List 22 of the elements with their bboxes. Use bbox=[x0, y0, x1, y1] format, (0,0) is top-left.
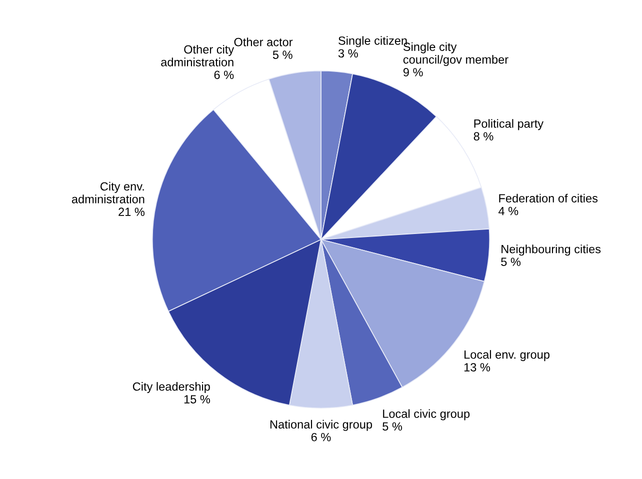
data-label: 6 % bbox=[214, 70, 234, 80]
data-label: 5 % bbox=[272, 50, 292, 59]
slice-label: Local env. group bbox=[464, 350, 550, 362]
slice-label: Political party bbox=[474, 119, 544, 130]
slice-label: Other city administration bbox=[161, 44, 234, 66]
slice-label: Other actor bbox=[234, 38, 293, 46]
data-label: 15 % bbox=[184, 395, 210, 404]
data-label: 9 % bbox=[403, 68, 423, 76]
data-label: 8 % bbox=[474, 132, 494, 140]
slice-label: Federation of cities bbox=[499, 194, 598, 203]
data-label: 5 % bbox=[501, 258, 521, 266]
data-label: 5 % bbox=[382, 422, 402, 431]
data-label: 6 % bbox=[311, 432, 331, 442]
slice-label: City env. administration bbox=[72, 182, 144, 204]
data-label: 4 % bbox=[498, 206, 518, 216]
slice-label: City leadership bbox=[132, 382, 210, 394]
slice-label: Neighbouring cities bbox=[502, 244, 601, 256]
data-label: 13 % bbox=[464, 363, 490, 372]
data-label: 21 % bbox=[118, 208, 145, 216]
slice-label: National civic group bbox=[270, 420, 372, 431]
slice-label: Local civic group bbox=[383, 409, 470, 420]
data-label: 3 % bbox=[338, 49, 358, 58]
